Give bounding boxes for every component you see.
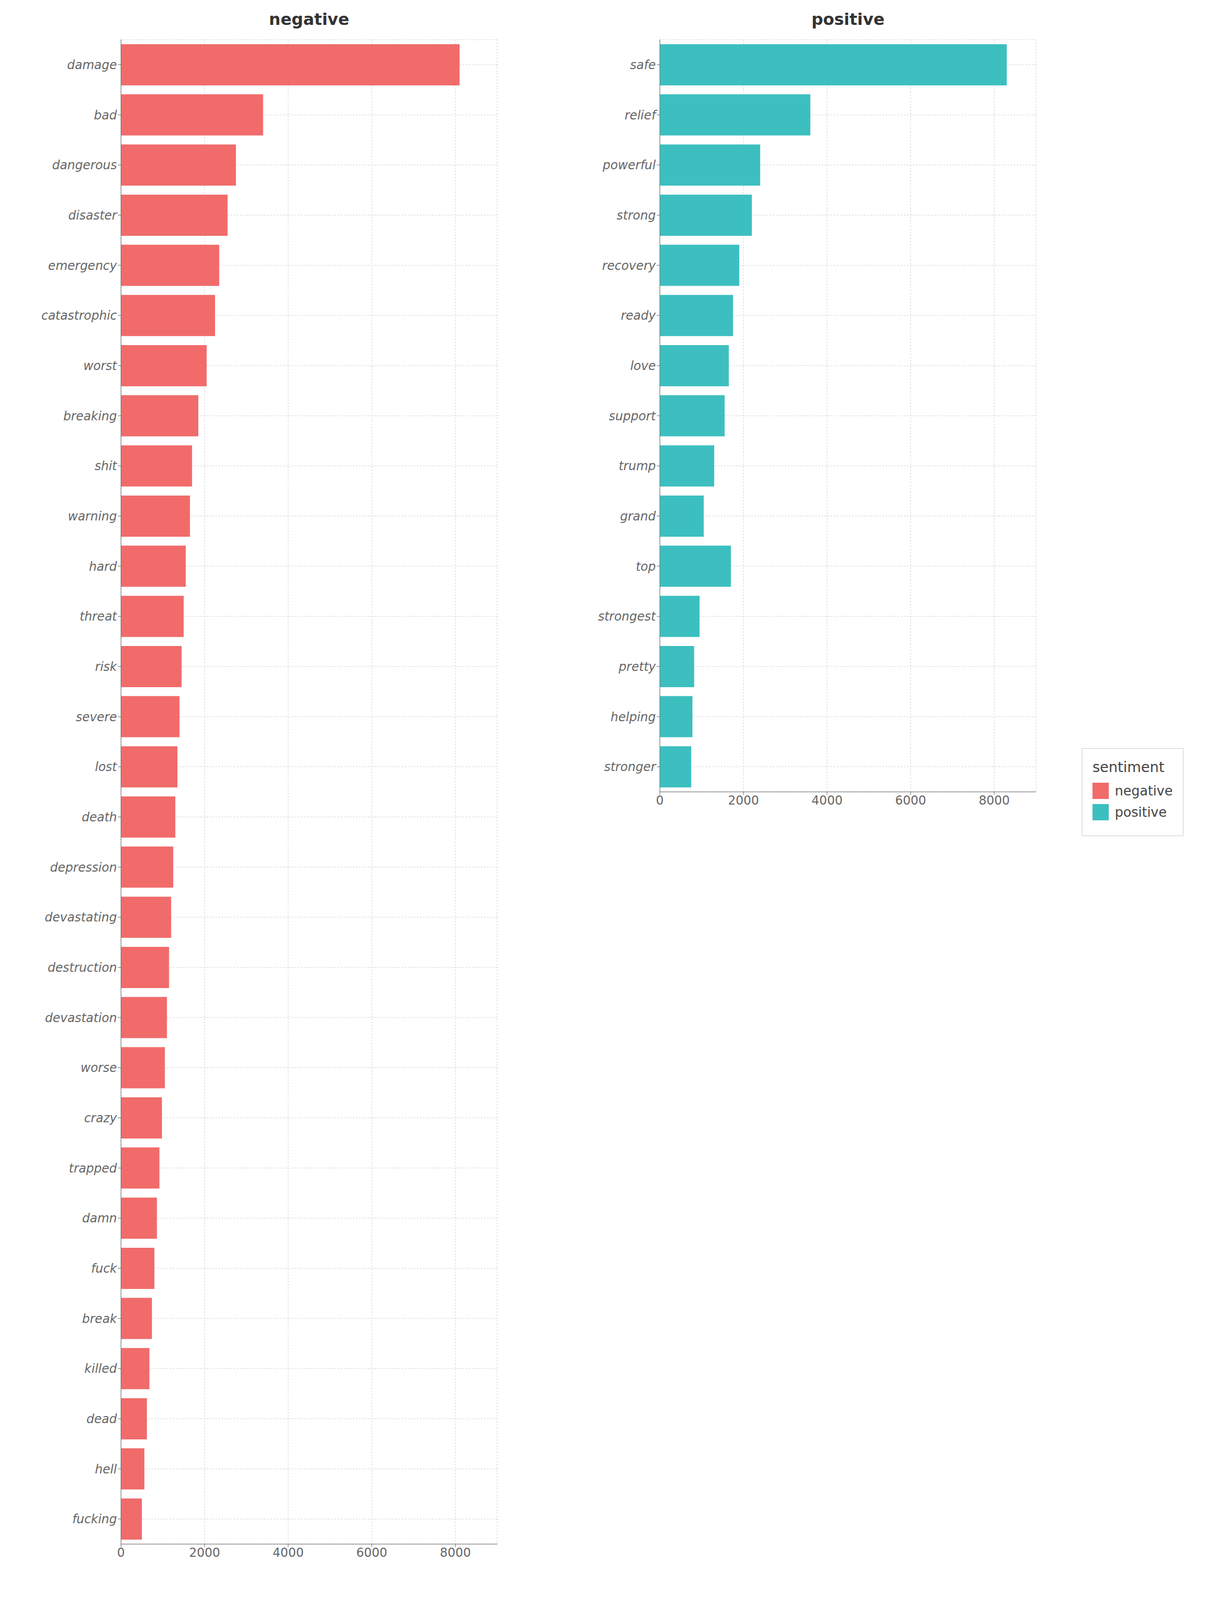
svg-text:love: love bbox=[630, 358, 656, 374]
svg-text:top: top bbox=[635, 559, 656, 574]
svg-text:destruction: destruction bbox=[47, 960, 117, 976]
svg-text:dangerous: dangerous bbox=[52, 158, 117, 173]
svg-text:8000: 8000 bbox=[978, 793, 1010, 808]
html-text:negative: negative bbox=[268, 9, 350, 29]
svg-text:relief: relief bbox=[624, 108, 658, 123]
svg-text:damage: damage bbox=[67, 57, 117, 73]
svg-text:risk: risk bbox=[95, 659, 118, 675]
svg-text:strong: strong bbox=[616, 208, 656, 223]
svg-text:0: 0 bbox=[116, 1545, 125, 1561]
svg-text:6000: 6000 bbox=[356, 1545, 388, 1561]
svg-text:devastation: devastation bbox=[44, 1011, 117, 1026]
svg-text:ready: ready bbox=[620, 308, 657, 323]
svg-text:break: break bbox=[82, 1312, 118, 1327]
svg-text:4000: 4000 bbox=[811, 793, 843, 808]
svg-text:grand: grand bbox=[620, 509, 657, 524]
svg-text:powerful: powerful bbox=[601, 158, 656, 173]
svg-text:devastating: devastating bbox=[44, 910, 117, 925]
svg-text:8000: 8000 bbox=[439, 1545, 471, 1561]
html-text:sentiment: sentiment bbox=[1092, 758, 1165, 776]
svg-text:worse: worse bbox=[80, 1060, 117, 1076]
svg-text:helping: helping bbox=[610, 710, 656, 725]
svg-text:damn: damn bbox=[81, 1211, 117, 1226]
svg-text:death: death bbox=[81, 810, 117, 825]
svg-text:safe: safe bbox=[630, 57, 656, 73]
svg-text:stronger: stronger bbox=[603, 760, 657, 775]
svg-text:lost: lost bbox=[95, 760, 118, 775]
svg-text:worst: worst bbox=[83, 358, 118, 374]
svg-text:recovery: recovery bbox=[601, 258, 656, 273]
svg-text:pretty: pretty bbox=[618, 659, 657, 675]
svg-text:disaster: disaster bbox=[68, 208, 118, 223]
svg-text:bad: bad bbox=[94, 108, 118, 123]
svg-text:strongest: strongest bbox=[597, 609, 657, 624]
svg-text:fuck: fuck bbox=[90, 1261, 118, 1277]
svg-text:hard: hard bbox=[88, 559, 118, 574]
svg-text:threat: threat bbox=[79, 609, 118, 624]
svg-text:killed: killed bbox=[84, 1361, 118, 1377]
html-text:positive: positive bbox=[811, 9, 885, 29]
svg-text:depression: depression bbox=[50, 860, 117, 875]
svg-text:shit: shit bbox=[94, 459, 118, 474]
svg-text:support: support bbox=[609, 409, 657, 424]
svg-text:trapped: trapped bbox=[69, 1161, 118, 1176]
svg-text:0: 0 bbox=[655, 793, 664, 808]
svg-text:6000: 6000 bbox=[895, 793, 927, 808]
svg-text:2000: 2000 bbox=[189, 1545, 221, 1561]
svg-text:crazy: crazy bbox=[83, 1111, 117, 1126]
svg-text:warning: warning bbox=[67, 509, 117, 524]
html-text:negative: negative bbox=[1114, 783, 1173, 799]
svg-text:4000: 4000 bbox=[272, 1545, 304, 1561]
svg-text:2000: 2000 bbox=[727, 793, 759, 808]
svg-text:dead: dead bbox=[86, 1412, 118, 1427]
svg-text:breaking: breaking bbox=[63, 409, 117, 424]
svg-text:fucking: fucking bbox=[72, 1512, 117, 1527]
svg-text:severe: severe bbox=[75, 710, 117, 725]
svg-text:hell: hell bbox=[95, 1462, 118, 1477]
svg-text:emergency: emergency bbox=[48, 258, 118, 273]
svg-text:trump: trump bbox=[618, 459, 656, 474]
svg-text:catastrophic: catastrophic bbox=[41, 308, 117, 323]
html-text:positive: positive bbox=[1114, 804, 1167, 820]
